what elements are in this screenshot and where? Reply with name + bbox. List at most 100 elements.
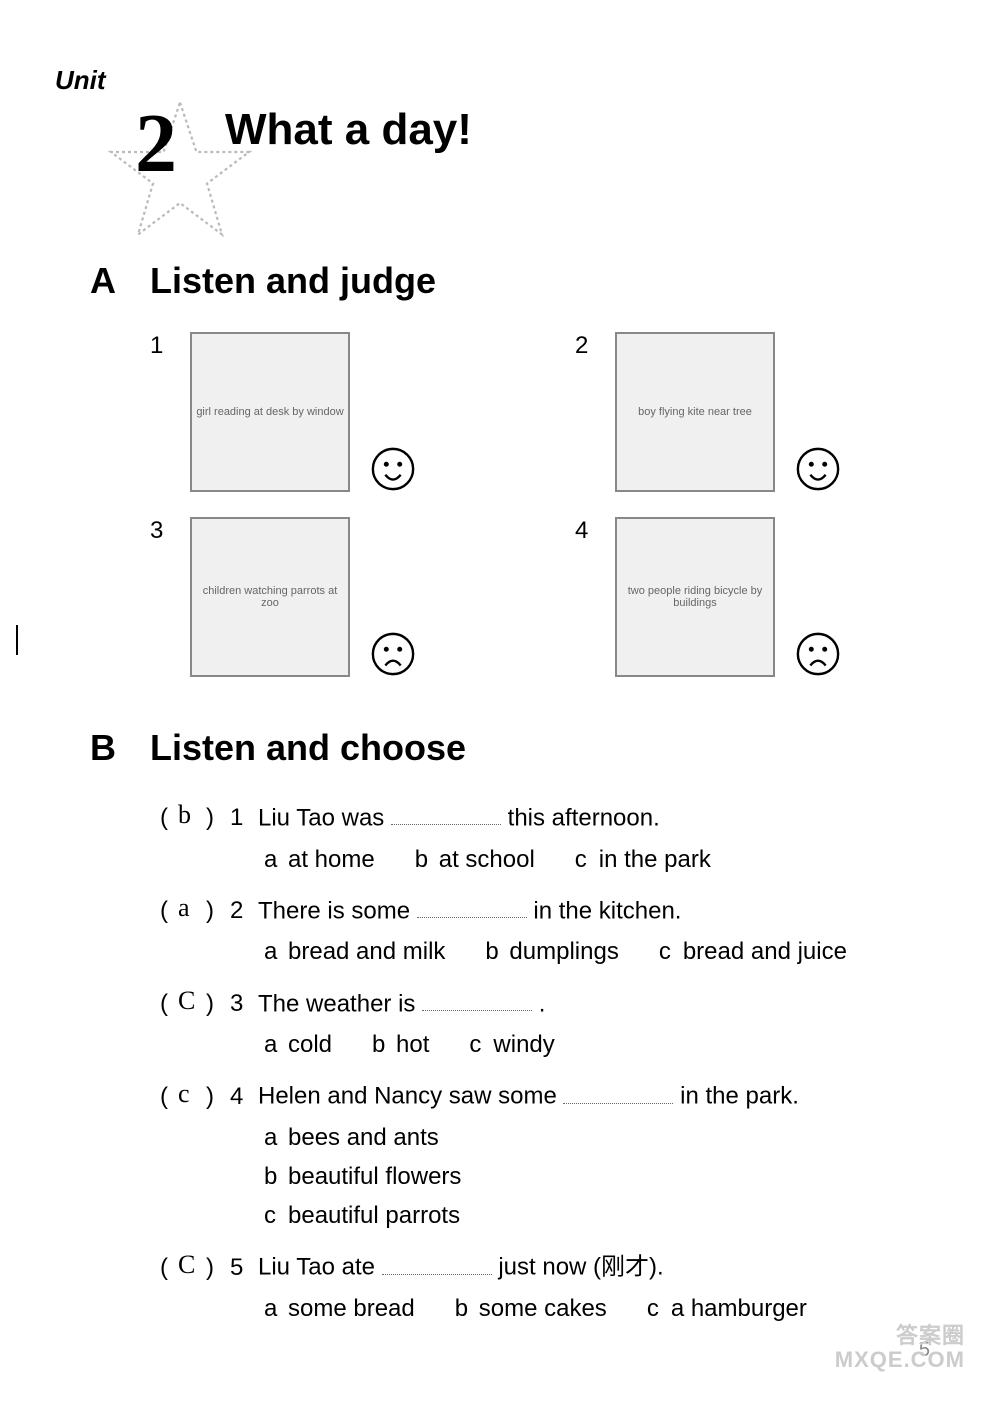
judge-image-placeholder: children watching parrots at zoo (190, 517, 350, 677)
option-text: bread and milk (288, 938, 445, 965)
option-text: bees and ants (288, 1124, 439, 1151)
handwritten-answer: b (178, 795, 191, 835)
judge-item-number: 2 (575, 332, 595, 360)
question-number: 2 (230, 892, 258, 929)
option[interactable]: aat home (264, 841, 375, 878)
option-text: some bread (288, 1295, 415, 1322)
option[interactable]: bbeautiful flowers (264, 1158, 940, 1195)
fill-blank[interactable] (417, 892, 527, 918)
judge-item: 4 two people riding bicycle by buildings (575, 517, 940, 677)
question-row: a 2 There is some in the kitchen. (160, 892, 940, 930)
judge-item-number: 4 (575, 517, 595, 545)
options: asome bread bsome cakes ca hamburger (160, 1290, 940, 1327)
frown-face-icon (370, 631, 416, 677)
option-text: at school (439, 846, 535, 873)
answer-paren[interactable]: b (160, 799, 230, 836)
option-letter: b (485, 933, 509, 970)
text-cursor (16, 625, 18, 655)
judge-image-placeholder: boy flying kite near tree (615, 332, 775, 492)
question-row: c 4 Helen and Nancy saw some in the park… (160, 1077, 940, 1115)
judge-grid: 1 girl reading at desk by window 2 boy f… (90, 332, 940, 677)
option-letter: a (264, 1290, 288, 1327)
answer-paren[interactable]: c (160, 1078, 230, 1115)
option[interactable]: cin the park (575, 841, 711, 878)
option-text: dumplings (509, 938, 618, 965)
judge-item-number: 1 (150, 332, 170, 360)
question-number: 3 (230, 985, 258, 1022)
section-b: B Listen and choose b 1 Liu Tao was this… (60, 727, 940, 1327)
option[interactable]: bsome cakes (455, 1290, 607, 1327)
fill-blank[interactable] (422, 985, 532, 1011)
fill-blank[interactable] (382, 1248, 492, 1274)
option[interactable]: asome bread (264, 1290, 415, 1327)
option-text: in the park (599, 846, 711, 873)
option-letter: b (455, 1290, 479, 1327)
watermark: 答案圈 MXQE.COM (835, 1324, 965, 1372)
question-text: The weather is . (258, 985, 545, 1023)
options: acold bhot cwindy (160, 1026, 940, 1063)
option[interactable]: acold (264, 1026, 332, 1063)
option[interactable]: cwindy (469, 1026, 554, 1063)
watermark-line1: 答案圈 (835, 1324, 965, 1348)
question-text: Liu Tao was this afternoon. (258, 799, 660, 837)
worksheet-page: Unit 2 What a day! A Listen and judge 1 … (0, 0, 1000, 1402)
option-text: some cakes (479, 1295, 607, 1322)
option-letter: c (647, 1290, 671, 1327)
choose-list: b 1 Liu Tao was this afternoon. aat home… (90, 799, 940, 1327)
judge-item: 3 children watching parrots at zoo (150, 517, 515, 677)
judge-item-number: 3 (150, 517, 170, 545)
options: aat home bat school cin the park (160, 841, 940, 878)
option-letter: a (264, 1026, 288, 1063)
question-text: There is some in the kitchen. (258, 892, 681, 930)
options: abees and antsbbeautiful flowerscbeautif… (160, 1119, 940, 1235)
option-text: bread and juice (683, 938, 847, 965)
unit-number: 2 (135, 95, 177, 192)
option[interactable]: ca hamburger (647, 1290, 807, 1327)
handwritten-answer: C (178, 981, 195, 1021)
question-number: 4 (230, 1078, 258, 1115)
judge-image-placeholder: girl reading at desk by window (190, 332, 350, 492)
option-letter: b (372, 1026, 396, 1063)
unit-label: Unit (55, 65, 106, 96)
option[interactable]: bdumplings (485, 933, 618, 970)
option-letter: a (264, 1119, 288, 1156)
section-b-heading: B Listen and choose (90, 727, 940, 769)
option-text: hot (396, 1031, 429, 1058)
smile-face-icon (370, 446, 416, 492)
question-number: 5 (230, 1249, 258, 1286)
section-b-letter: B (90, 727, 140, 769)
option[interactable]: cbeautiful parrots (264, 1197, 940, 1234)
section-a-title: Listen and judge (150, 260, 436, 301)
option-text: windy (493, 1031, 554, 1058)
section-a-heading: A Listen and judge (90, 260, 940, 302)
question-text: Liu Tao ate just now (刚才). (258, 1248, 664, 1286)
smile-face-icon (795, 446, 841, 492)
question-row: C 5 Liu Tao ate just now (刚才). (160, 1248, 940, 1286)
option[interactable]: bat school (415, 841, 535, 878)
frown-face-icon (795, 631, 841, 677)
option-text: at home (288, 846, 375, 873)
judge-image-placeholder: two people riding bicycle by buildings (615, 517, 775, 677)
answer-paren[interactable]: a (160, 892, 230, 929)
option[interactable]: bhot (372, 1026, 429, 1063)
fill-blank[interactable] (563, 1077, 673, 1103)
option[interactable]: cbread and juice (659, 933, 847, 970)
answer-paren[interactable]: C (160, 985, 230, 1022)
question-row: b 1 Liu Tao was this afternoon. (160, 799, 940, 837)
option[interactable]: abees and ants (264, 1119, 940, 1156)
option-letter: a (264, 933, 288, 970)
handwritten-answer: a (178, 888, 190, 928)
watermark-line2: MXQE.COM (835, 1348, 965, 1372)
option-text: beautiful flowers (288, 1163, 461, 1190)
option-letter: c (264, 1197, 288, 1234)
fill-blank[interactable] (391, 799, 501, 825)
section-b-title: Listen and choose (150, 727, 466, 768)
option[interactable]: abread and milk (264, 933, 445, 970)
option-letter: c (469, 1026, 493, 1063)
question-text: Helen and Nancy saw some in the park. (258, 1077, 799, 1115)
handwritten-answer: C (178, 1245, 195, 1285)
option-letter: b (264, 1158, 288, 1195)
options: abread and milk bdumplings cbread and juic… (160, 933, 940, 970)
answer-paren[interactable]: C (160, 1249, 230, 1286)
section-a-letter: A (90, 260, 140, 302)
